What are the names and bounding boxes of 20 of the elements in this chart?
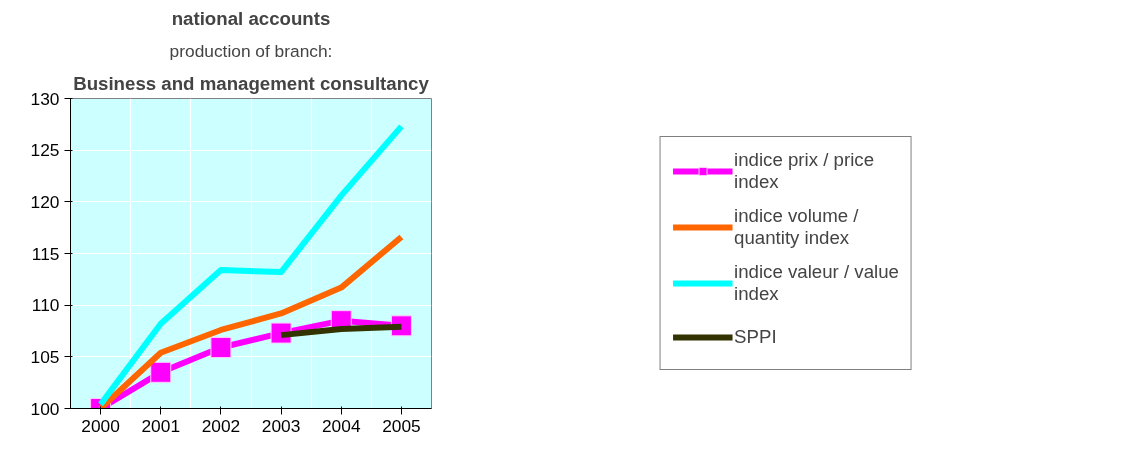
y-tick-label: 125 (30, 140, 60, 161)
y-tick-label: 130 (30, 88, 60, 109)
y-tick-label: 110 (31, 295, 60, 316)
text: Business and management consultancy (73, 72, 430, 94)
chart-title: national accounts (171, 7, 331, 29)
legend-label: indice prix / price index (734, 149, 875, 193)
chart-subtitle: production of branch: (169, 40, 333, 61)
x-tick-label: 2005 (382, 415, 421, 436)
x-tick-label: 2003 (261, 415, 301, 436)
legend-label: SPPI (734, 325, 777, 349)
y-tick-label: 115 (31, 243, 60, 264)
y-tick-label: 100 (30, 398, 60, 419)
legend-label: indice valeur / value index (734, 261, 899, 305)
x-tick-label: 2004 (321, 415, 361, 436)
y-tick-label: 105 (30, 346, 60, 367)
x-tick-label: 2001 (141, 415, 181, 436)
y-tick-label: 120 (30, 191, 60, 212)
legend-label: indice volume / quantity index (734, 205, 859, 249)
x-tick-label: 2002 (201, 415, 241, 436)
x-tick-label: 2000 (81, 415, 120, 436)
